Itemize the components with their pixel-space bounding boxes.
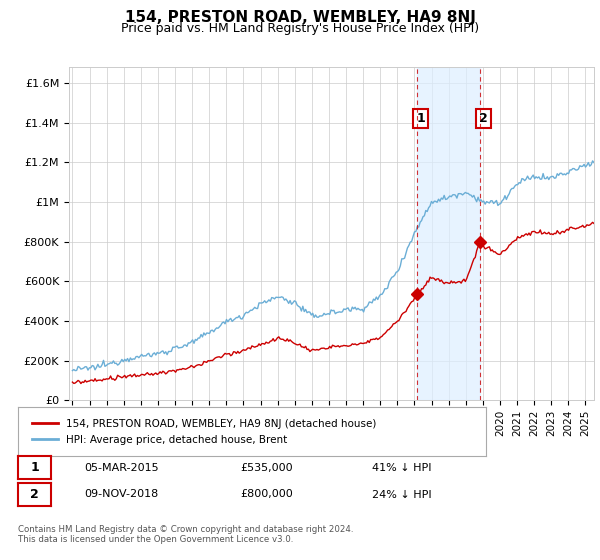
Text: 154, PRESTON ROAD, WEMBLEY, HA9 8NJ: 154, PRESTON ROAD, WEMBLEY, HA9 8NJ	[125, 10, 475, 25]
Text: 2: 2	[479, 112, 488, 125]
Text: 05-MAR-2015: 05-MAR-2015	[84, 463, 158, 473]
Text: Contains HM Land Registry data © Crown copyright and database right 2024.
This d: Contains HM Land Registry data © Crown c…	[18, 525, 353, 544]
Text: 09-NOV-2018: 09-NOV-2018	[84, 489, 158, 500]
Text: 1: 1	[30, 461, 39, 474]
Text: 24% ↓ HPI: 24% ↓ HPI	[372, 489, 431, 500]
Text: 2: 2	[30, 488, 39, 501]
Text: £535,000: £535,000	[240, 463, 293, 473]
Text: £800,000: £800,000	[240, 489, 293, 500]
Text: 1: 1	[416, 112, 425, 125]
Text: Price paid vs. HM Land Registry's House Price Index (HPI): Price paid vs. HM Land Registry's House …	[121, 22, 479, 35]
Legend: 154, PRESTON ROAD, WEMBLEY, HA9 8NJ (detached house), HPI: Average price, detach: 154, PRESTON ROAD, WEMBLEY, HA9 8NJ (det…	[28, 414, 381, 449]
Bar	[418, 67, 480, 400]
Text: 41% ↓ HPI: 41% ↓ HPI	[372, 463, 431, 473]
